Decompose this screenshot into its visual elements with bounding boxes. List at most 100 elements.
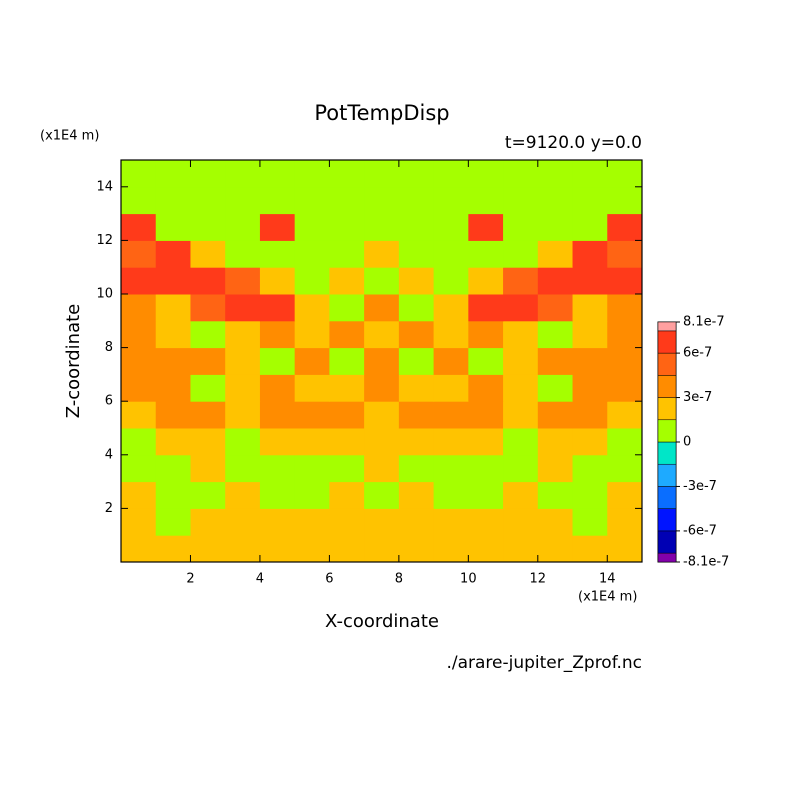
contour-cell bbox=[537, 320, 574, 349]
colorbar-tick-label: 8.1e-7 bbox=[683, 315, 725, 330]
contour-cell bbox=[398, 428, 435, 456]
contour-cell bbox=[468, 401, 504, 429]
contour-cell bbox=[364, 320, 400, 349]
contour-cell bbox=[572, 213, 608, 241]
colorbar-tick-label: 3e-7 bbox=[683, 390, 712, 405]
contour-cell bbox=[607, 508, 643, 536]
contour-cell bbox=[121, 347, 157, 375]
contour-cell bbox=[294, 240, 330, 268]
contour-cell bbox=[259, 294, 296, 322]
contour-cell bbox=[572, 401, 608, 429]
contour-cell bbox=[190, 535, 226, 563]
contour-cell bbox=[329, 535, 365, 563]
contour-cell bbox=[572, 508, 608, 536]
contour-cell bbox=[121, 186, 157, 215]
contour-cell bbox=[607, 535, 643, 563]
contour-cell bbox=[155, 347, 191, 375]
contour-cell bbox=[225, 320, 261, 349]
source-file: ./arare-jupiter_Zprof.nc bbox=[446, 653, 642, 673]
contour-cell bbox=[259, 320, 296, 349]
contour-cell bbox=[468, 535, 504, 563]
contour-cell bbox=[190, 294, 226, 322]
contour-cell bbox=[329, 401, 365, 429]
contour-cell bbox=[294, 347, 330, 375]
contour-cell bbox=[398, 481, 435, 509]
contour-cell bbox=[155, 213, 191, 241]
contour-cell bbox=[155, 294, 191, 322]
contour-cell bbox=[294, 508, 330, 536]
contour-cell bbox=[607, 347, 643, 375]
contour-cell bbox=[190, 401, 226, 429]
contour-cell bbox=[155, 267, 191, 295]
contour-cell bbox=[607, 481, 643, 509]
contour-cell bbox=[190, 374, 226, 402]
x-tick-label: 10 bbox=[460, 572, 477, 587]
contour-cell bbox=[329, 347, 365, 375]
contour-cell bbox=[607, 320, 643, 349]
contour-cell bbox=[433, 535, 469, 563]
colorbar-segment bbox=[657, 397, 677, 421]
contour-cell bbox=[503, 320, 539, 349]
chart-title: PotTempDisp bbox=[314, 101, 449, 125]
contour-cell bbox=[190, 160, 226, 188]
contour-cell bbox=[468, 454, 504, 483]
contour-cell bbox=[121, 160, 157, 188]
contour-cell bbox=[364, 454, 400, 483]
contour-cell bbox=[259, 428, 296, 456]
colorbar-segment bbox=[657, 552, 677, 563]
colorbar-segment bbox=[657, 508, 677, 532]
contour-cell bbox=[329, 454, 365, 483]
contour-cell bbox=[537, 186, 574, 215]
contour-cell bbox=[259, 213, 296, 241]
y-tick-label: 8 bbox=[105, 340, 113, 355]
contour-cell bbox=[572, 240, 608, 268]
contour-cell bbox=[398, 401, 435, 429]
colorbar-tick-label: 0 bbox=[683, 435, 691, 450]
contour-cell bbox=[607, 401, 643, 429]
contour-cell bbox=[572, 320, 608, 349]
contour-cell bbox=[572, 374, 608, 402]
contour-cell bbox=[364, 160, 400, 188]
contour-cell bbox=[121, 240, 157, 268]
plot-frame bbox=[120, 159, 643, 563]
contour-cell bbox=[225, 294, 261, 322]
contour-cell bbox=[572, 454, 608, 483]
contour-cell bbox=[433, 428, 469, 456]
contour-cell bbox=[190, 508, 226, 536]
contour-cell bbox=[294, 267, 330, 295]
colorbar-tick-label: -6e-7 bbox=[683, 523, 717, 538]
contour-cell bbox=[364, 267, 400, 295]
contour-cell bbox=[503, 508, 539, 536]
contour-cell bbox=[294, 454, 330, 483]
contour-cell bbox=[433, 240, 469, 268]
contour-cell bbox=[364, 347, 400, 375]
colorbar-segment bbox=[657, 441, 677, 465]
contour-cell bbox=[468, 267, 504, 295]
contour-cell bbox=[225, 428, 261, 456]
contour-cell bbox=[468, 508, 504, 536]
contour-cell bbox=[225, 454, 261, 483]
contour-cell bbox=[468, 481, 504, 509]
chart-subtitle: t=9120.0 y=0.0 bbox=[505, 133, 642, 153]
contour-cell bbox=[155, 481, 191, 509]
colorbar-segment bbox=[657, 375, 677, 398]
contour-cell bbox=[155, 508, 191, 536]
contour-cell bbox=[503, 481, 539, 509]
contour-cell bbox=[398, 240, 435, 268]
contour-cell bbox=[155, 535, 191, 563]
contour-cell bbox=[364, 374, 400, 402]
contour-cell bbox=[259, 508, 296, 536]
contour-cell bbox=[398, 535, 435, 563]
contour-cell bbox=[155, 160, 191, 188]
contour-cell bbox=[190, 428, 226, 456]
contour-cell bbox=[537, 535, 574, 563]
contour-cell bbox=[225, 213, 261, 241]
contour-cell bbox=[468, 160, 504, 188]
contour-cell bbox=[121, 213, 157, 241]
contour-cell bbox=[468, 428, 504, 456]
contour-cell bbox=[294, 320, 330, 349]
contour-cell bbox=[259, 186, 296, 215]
contour-cell bbox=[503, 401, 539, 429]
contour-cell bbox=[572, 160, 608, 188]
